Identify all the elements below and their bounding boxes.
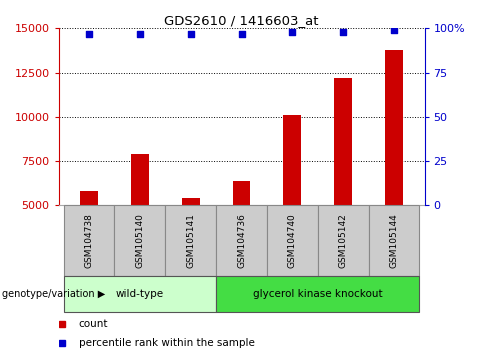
Bar [233,181,250,205]
Bar [216,276,420,312]
Point [187,31,195,36]
Text: GSM105141: GSM105141 [186,213,195,268]
Bar [284,115,301,205]
Text: wild-type: wild-type [116,289,164,299]
Bar [318,205,368,276]
Text: GSM104736: GSM104736 [237,213,246,268]
Title: GDS2610 / 1416603_at: GDS2610 / 1416603_at [164,14,319,27]
Text: GSM105140: GSM105140 [135,213,144,268]
Bar [115,205,165,276]
Text: GSM104740: GSM104740 [288,213,297,268]
Bar [165,205,216,276]
Text: GSM104738: GSM104738 [84,213,94,268]
Text: GSM105144: GSM105144 [389,213,399,268]
Point [390,27,398,33]
Point [339,29,347,35]
Bar [131,154,149,205]
Bar [368,205,420,276]
Bar [182,198,200,205]
Bar [334,78,352,205]
Point [288,29,296,35]
Point [238,31,245,36]
Bar [385,50,403,205]
Bar [63,205,115,276]
Text: glycerol kinase knockout: glycerol kinase knockout [253,289,383,299]
Text: GSM105142: GSM105142 [339,213,348,268]
Bar [216,205,267,276]
Point [85,31,93,36]
Point [136,31,144,36]
Text: genotype/variation ▶: genotype/variation ▶ [2,289,106,299]
Text: percentile rank within the sample: percentile rank within the sample [79,338,255,348]
Text: count: count [79,319,108,329]
Bar [80,191,98,205]
Bar [267,205,318,276]
Bar [63,276,216,312]
